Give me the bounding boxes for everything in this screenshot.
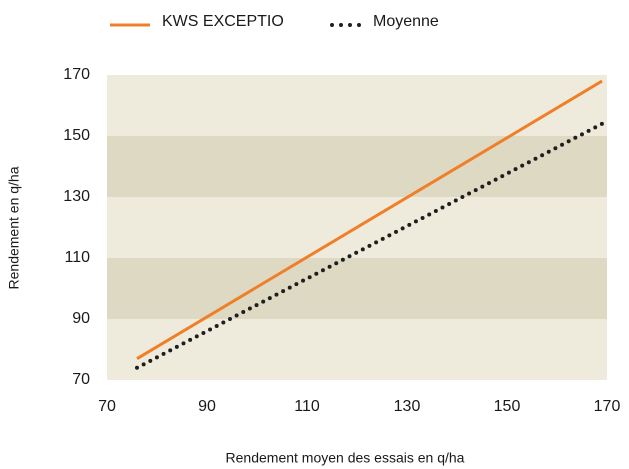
y-tick-label: 110 xyxy=(64,249,90,266)
y-axis-label: Rendement en q/ha xyxy=(6,166,22,289)
x-tick-label: 150 xyxy=(494,398,521,415)
y-tick-label: 70 xyxy=(72,371,90,388)
y-tick-label: 170 xyxy=(63,66,90,83)
x-tick-label: 170 xyxy=(594,398,621,415)
x-tick-label: 90 xyxy=(198,398,216,415)
band xyxy=(107,75,607,136)
x-tick-label: 130 xyxy=(394,398,421,415)
y-tick-label: 150 xyxy=(63,127,90,144)
x-axis-label: Rendement moyen des essais en q/ha xyxy=(226,450,465,466)
y-tick-label: 130 xyxy=(63,188,90,205)
series-line xyxy=(136,79,603,360)
x-tick-label: 70 xyxy=(98,398,116,415)
x-tick-label: 110 xyxy=(294,398,320,415)
y-tick-label: 90 xyxy=(72,310,90,327)
series-line xyxy=(135,121,604,370)
legend-label: KWS EXCEPTIO xyxy=(162,13,284,30)
band xyxy=(107,319,607,380)
band xyxy=(107,258,607,319)
legend-label: Moyenne xyxy=(373,13,439,30)
band xyxy=(107,136,607,197)
